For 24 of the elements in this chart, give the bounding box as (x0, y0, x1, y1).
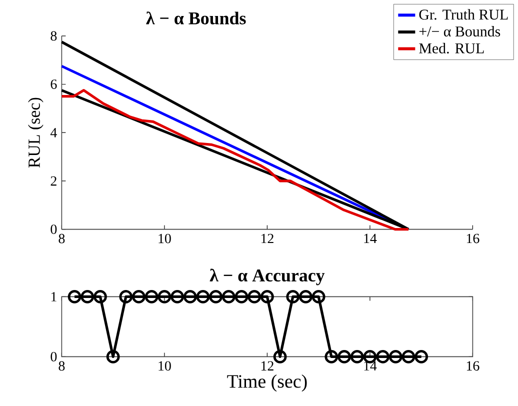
x-tick-label: 16 (466, 361, 480, 371)
y-tick-label: 4 (50, 128, 57, 138)
legend-label: +/− α Bounds (419, 26, 500, 37)
legend-label: Med. RUL (419, 42, 484, 54)
y-tick-label: 6 (50, 80, 57, 89)
y-tick-label: 0 (50, 224, 57, 234)
legend-label: Gr. Truth RUL (419, 9, 508, 20)
x-axis-title: Time (sec) (227, 374, 307, 392)
x-tick-label: 8 (58, 361, 65, 371)
x-tick-label: 12 (261, 234, 274, 244)
chart-title: λ − α Accuracy (210, 268, 325, 286)
y-axis-title: RUL (sec) (28, 98, 44, 168)
x-tick-label: 12 (261, 361, 274, 370)
y-tick-label: 0 (50, 352, 57, 362)
y-tick-label: 2 (50, 176, 56, 186)
chart-title: λ − α Bounds (146, 12, 246, 24)
x-tick-label: 10 (158, 234, 171, 244)
x-tick-label: 14 (364, 234, 377, 244)
x-tick-label: 16 (466, 234, 480, 244)
x-tick-label: 8 (58, 234, 65, 244)
x-tick-label: 10 (158, 361, 171, 371)
y-tick-label: 1 (51, 292, 56, 302)
y-tick-label: 8 (50, 31, 57, 41)
x-tick-label: 14 (364, 361, 377, 370)
